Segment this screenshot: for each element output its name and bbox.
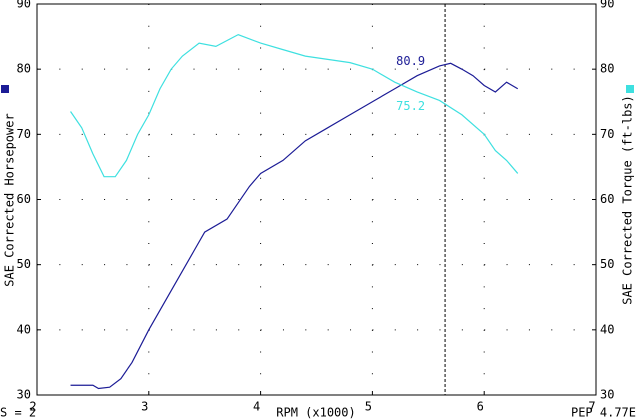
y-tick-label: 60 <box>17 192 31 206</box>
cursor-value: 80.9 <box>396 54 425 68</box>
footer-right: PEP 4.77E <box>571 406 636 420</box>
footer-left: S = 2 <box>0 406 36 420</box>
y-tick-label: 40 <box>17 322 31 336</box>
y2-tick-label: 60 <box>600 192 614 206</box>
series-line <box>70 33 519 178</box>
y-tick-label: 70 <box>17 127 31 141</box>
y-tick-label: 80 <box>17 62 31 76</box>
y2-tick-label: 90 <box>600 0 614 11</box>
y-tick-label: 30 <box>17 388 31 402</box>
legend-swatch <box>1 85 9 93</box>
y2-tick-label: 50 <box>600 257 614 271</box>
x-tick-label: 2 <box>29 400 36 414</box>
x-tick-label: 7 <box>588 400 595 414</box>
plot-frame <box>36 3 597 396</box>
legend-swatch <box>626 85 634 93</box>
y-tick-label: 90 <box>17 0 31 11</box>
y2-axis-label: SAE Corrected Torque (ft-lbs) <box>621 95 635 305</box>
series-line <box>70 62 519 390</box>
y2-tick-label: 70 <box>600 127 614 141</box>
x-tick-label: 6 <box>477 400 484 414</box>
cursor-value: 75.2 <box>396 99 425 113</box>
x-tick-label: 3 <box>141 400 148 414</box>
y-tick-label: 50 <box>17 257 31 271</box>
x-tick-label: 5 <box>365 400 372 414</box>
x-axis-label: RPM (x1000) <box>276 406 355 420</box>
y2-tick-label: 80 <box>600 62 614 76</box>
x-tick-label: 4 <box>253 400 260 414</box>
y2-tick-label: 30 <box>600 388 614 402</box>
y2-tick-label: 40 <box>600 322 614 336</box>
y-axis-label: SAE Corrected Horsepower <box>3 113 17 286</box>
